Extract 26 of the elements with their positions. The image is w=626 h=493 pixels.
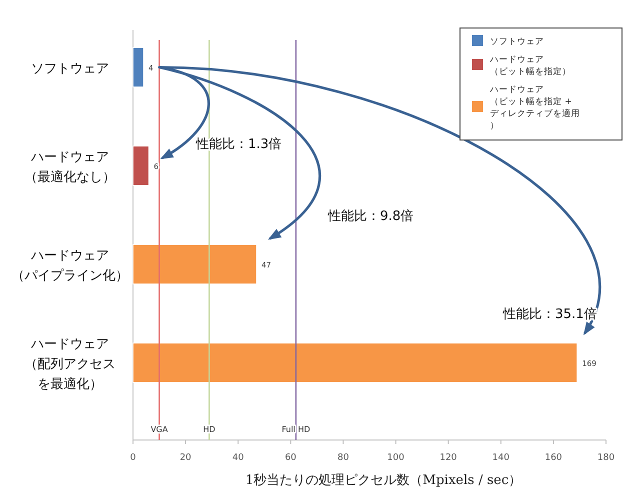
x-tick-label: 80 <box>337 453 350 463</box>
bar <box>132 244 257 284</box>
x-tick-label: 100 <box>387 453 405 463</box>
legend-label: ハードウェア（ビット幅を指定） <box>489 55 571 77</box>
legend-label: ハードウェア（ビット幅を指定 +ディレクティブを適用） <box>489 85 580 131</box>
x-tick-label: 0 <box>130 453 136 463</box>
x-tick-label: 60 <box>284 453 297 463</box>
x-tick-label: 160 <box>544 453 562 463</box>
y-tick-label: ハードウェア（パイプライン化） <box>12 248 128 284</box>
ref-line-label: HD <box>203 425 216 434</box>
annotation: 性能比：1.3倍 <box>195 137 282 152</box>
x-axis-title: 1秒当たりの処理ピクセル数（Mpixels / sec） <box>245 473 522 488</box>
bar <box>132 47 144 88</box>
y-tick-label: ハードウェア（配列アクセスを最適化） <box>24 336 116 392</box>
legend-label: ソフトウェア <box>490 37 544 47</box>
ref-line-label: Full HD <box>282 425 310 434</box>
x-tick-label: 120 <box>440 453 458 463</box>
bar <box>132 342 578 383</box>
x-tick-label: 20 <box>180 453 192 463</box>
x-tick-label: 140 <box>492 453 510 463</box>
annotation: 性能比：9.8倍 <box>327 209 414 224</box>
x-tick-label: 40 <box>232 453 244 463</box>
y-tick-label: ソフトウェア <box>31 61 109 76</box>
bar <box>132 146 150 186</box>
y-tick-label: ハードウェア（最適化なし） <box>24 150 116 185</box>
x-tick-label: 180 <box>597 453 615 463</box>
